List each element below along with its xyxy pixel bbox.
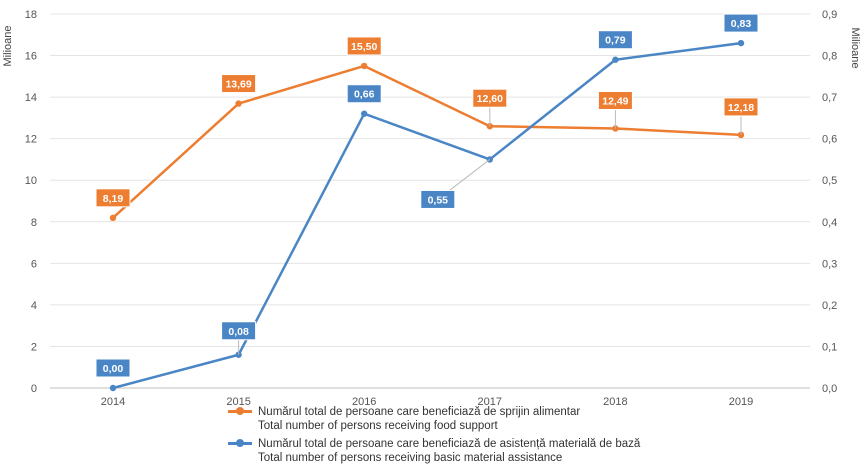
data-label: 12,49 (602, 95, 628, 107)
data-label-box (597, 90, 633, 110)
x-tick-label: 2018 (603, 396, 627, 408)
data-label: 0,00 (103, 363, 124, 375)
right-tick-label: 0,3 (822, 258, 837, 270)
left-axis-ticks: 0 2 4 6 8 10 12 14 16 18 (25, 9, 37, 395)
left-tick-label: 6 (31, 258, 37, 270)
gridlines (50, 13, 810, 389)
left-tick-label: 4 (31, 300, 37, 312)
x-axis-ticks: 2014 2015 2016 2017 2018 2019 (101, 396, 753, 408)
data-label-box (221, 321, 257, 341)
data-label: 8,19 (103, 193, 124, 205)
data-label-box (95, 358, 131, 378)
legend-label-material-assistance-en: Total number of persons receiving basic … (258, 452, 563, 464)
legend-item-food-support: Numărul total de persoane care beneficia… (228, 405, 640, 433)
left-tick-label: 0 (31, 383, 37, 395)
data-point (361, 62, 368, 70)
series-line-material-assistance (112, 41, 742, 390)
data-point (361, 110, 368, 117)
legend-label-material-assistance-ro: Numărul total de persoane care beneficia… (258, 438, 641, 450)
left-tick-label: 8 (31, 217, 37, 229)
legend-item-material-assistance: Numărul total de persoane care beneficia… (228, 437, 640, 465)
right-tick-label: 0,8 (822, 51, 837, 63)
right-tick-label: 0,6 (822, 134, 837, 146)
right-axis-ticks: 0,0 0,1 0,2 0,3 0,4 0,5 0,6 0,7 0,8 0,9 (822, 9, 837, 395)
data-point (737, 39, 745, 47)
data-label-box (723, 13, 759, 33)
data-label: 13,69 (225, 79, 251, 91)
data-label: 0,83 (731, 18, 752, 30)
right-tick-label: 0,2 (822, 300, 837, 312)
legend-label-food-support-en: Total number of persons receiving food s… (258, 420, 498, 432)
right-tick-label: 0,5 (822, 175, 837, 187)
x-tick-label: 2019 (729, 396, 753, 408)
left-tick-label: 12 (25, 134, 37, 146)
legend-swatch-food-support (228, 407, 252, 415)
series-layer (109, 39, 745, 392)
data-label-box (723, 97, 759, 117)
left-axis-label: Milioane (2, 26, 14, 67)
right-tick-label: 0,9 (822, 9, 837, 21)
legend-label-food-support-ro: Numărul total de persoane care beneficia… (258, 406, 581, 418)
legend-swatch-material-assistance (228, 439, 252, 447)
data-label: 0,79 (605, 35, 626, 47)
data-label: 12,60 (477, 93, 503, 105)
data-point (235, 100, 242, 107)
left-tick-label: 2 (31, 341, 37, 353)
data-label: 15,50 (351, 41, 377, 53)
left-tick-label: 10 (25, 175, 37, 187)
left-tick-label: 14 (25, 92, 37, 104)
data-label: 0,55 (428, 194, 449, 206)
data-label-box (472, 88, 508, 108)
series-line-food-support (112, 64, 742, 219)
data-label: 12,18 (728, 102, 754, 114)
data-label-box (346, 84, 382, 104)
data-point (612, 56, 619, 63)
data-point (109, 214, 117, 222)
right-tick-label: 0,4 (822, 217, 837, 229)
x-tick-label: 2015 (226, 396, 250, 408)
left-tick-label: 16 (25, 51, 37, 63)
data-label-box (95, 188, 131, 208)
data-point (109, 384, 117, 392)
data-label-box (597, 30, 633, 50)
x-tick-label: 2014 (101, 396, 125, 408)
x-tick-label: 2016 (352, 396, 376, 408)
data-label: 0,66 (354, 89, 375, 101)
x-tick-label: 2017 (478, 396, 502, 408)
right-tick-label: 0,0 (822, 383, 837, 395)
data-label-box (346, 36, 382, 56)
data-label-box (420, 189, 456, 209)
legend: Numărul total de persoane care beneficia… (228, 405, 640, 469)
data-label-box (221, 74, 257, 94)
left-tick-label: 18 (25, 9, 37, 21)
right-tick-label: 0,7 (822, 92, 837, 104)
right-axis-label: Milioane (849, 28, 860, 69)
data-labels-layer: 8,19 13,69 15,50 12,60 12,49 12,18 0,00 0,08 0,6… (95, 13, 759, 378)
data-label: 0,08 (228, 326, 249, 338)
right-tick-label: 0,1 (822, 341, 837, 353)
